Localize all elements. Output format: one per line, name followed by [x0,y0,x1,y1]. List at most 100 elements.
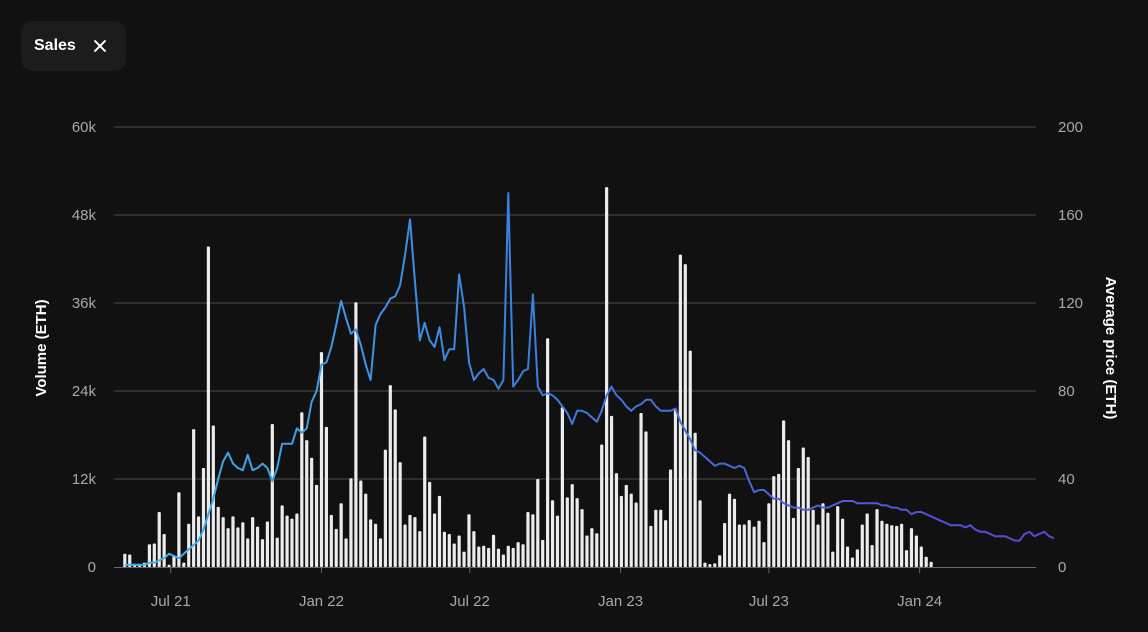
volume-bar [477,546,481,567]
volume-bar [811,509,815,567]
volume-bar [693,432,697,567]
volume-bar [123,553,127,567]
volume-bar [732,498,737,567]
left-tick-label: 36k [72,295,97,312]
volume-bar [782,420,786,567]
volume-bar [575,498,579,567]
volume-bar [265,521,269,567]
volume-bar [472,531,476,567]
volume-bar [319,352,324,567]
volume-bar [241,522,245,567]
volume-bar [300,412,304,567]
volume-bar [624,484,628,567]
volume-bar [816,524,820,567]
volume-bar [487,547,491,567]
volume-bar [137,565,142,567]
volume-bar [162,534,166,567]
volume-bar [339,503,343,567]
right-tick-label: 80 [1058,383,1075,400]
volume-bar [555,515,560,567]
volume-bar [634,502,638,567]
volume-bar [187,523,191,567]
volume-bar [349,478,353,567]
volume-bar [354,302,358,567]
left-tick-label: 24k [72,383,97,400]
volume-bar [875,509,879,567]
volume-bar [644,431,648,567]
volume-bar [334,528,338,567]
volume-bar [226,528,230,567]
volume-bar [393,409,397,567]
volume-bar [659,509,663,567]
volume-bar [688,350,692,567]
volume-bar [727,493,732,567]
right-tick-label: 0 [1058,559,1066,576]
volume-bar [403,524,407,567]
volume-bar [344,538,348,567]
volume-bar [423,436,427,567]
volume-bar [560,407,564,567]
volume-bar [565,497,569,567]
volume-bar [654,509,658,567]
volume-bar [550,500,555,567]
volume-bar [605,187,609,567]
volume-bar [157,512,161,567]
volume-bar [860,524,864,567]
volume-bar [452,543,456,567]
sales-filter-chip[interactable]: Sales [21,21,126,71]
volume-bar [629,493,633,567]
volume-bar [442,531,446,567]
volume-bar [428,481,432,567]
volume-bar [914,535,918,567]
volume-bar [536,479,540,567]
volume-bar [221,517,225,567]
volume-bar [437,495,442,567]
volume-bar [777,473,781,567]
volume-bar [639,413,643,567]
volume-bar [801,447,805,567]
volume-bar [447,534,451,567]
volume-bar [388,385,392,567]
sales-chip-label: Sales [34,37,76,54]
volume-bar [418,531,422,567]
volume-bar [762,542,766,567]
volume-bar [595,533,599,567]
volume-bar [919,546,923,567]
volume-bar [255,526,260,567]
volume-bar [841,518,845,567]
volume-bar [172,555,176,567]
volume-bar [708,564,712,567]
volume-bar [364,493,368,567]
volume-bar [457,535,461,567]
x-tick-label: Jul 22 [450,593,490,610]
right-tick-label: 200 [1058,119,1083,136]
volume-bar [924,556,928,567]
volume-bar [900,523,904,567]
volume-bar [270,424,274,567]
volume-bar [467,514,471,567]
volume-bar [506,545,510,567]
right-tick-label: 160 [1058,207,1083,224]
volume-bar [167,564,171,567]
volume-bar [231,516,235,567]
volume-bar [831,551,835,567]
volume-bar [541,539,545,567]
x-tick-label: Jan 23 [598,593,643,610]
volume-bar [737,524,741,567]
volume-bar [290,518,294,567]
right-tick-label: 120 [1058,295,1083,312]
volume-bar [177,492,181,567]
volume-bar [929,561,933,567]
volume-bar [664,520,668,567]
volume-bar [359,480,363,567]
volume-bar [192,429,196,567]
volume-bar [796,468,800,567]
volume-bar [850,557,855,567]
volume-bar [767,503,771,567]
volume-bar [895,525,899,567]
volume-bar [383,449,387,567]
volume-bar [570,484,574,567]
volume-bar [369,519,373,567]
volume-bar [462,551,466,567]
